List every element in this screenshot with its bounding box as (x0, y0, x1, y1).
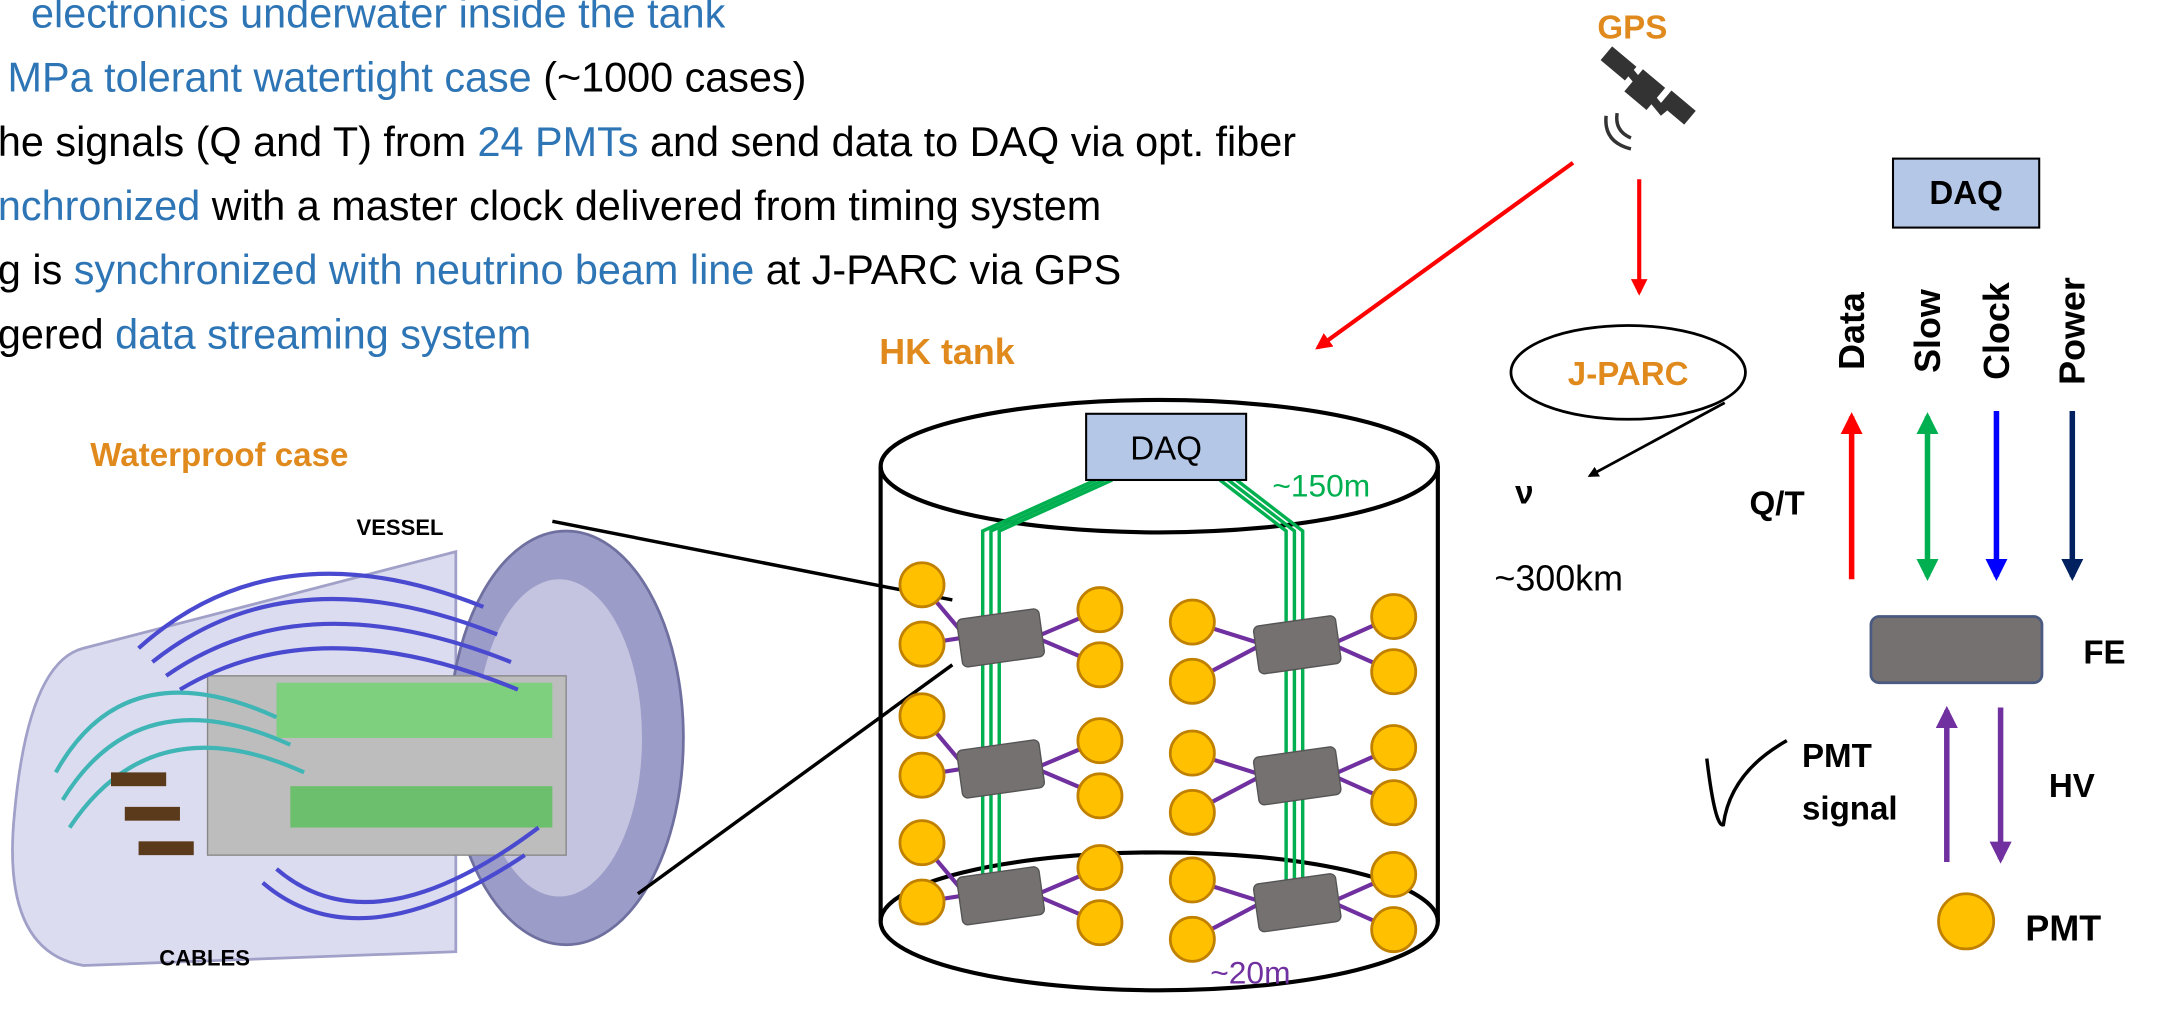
pmt (1370, 593, 1418, 640)
tank-contents (898, 478, 1418, 963)
cables-label: CABLES (159, 945, 250, 970)
bullet-segment: 24 PMTs (478, 119, 639, 165)
zoom-line (636, 663, 954, 896)
qt-label: Q/T (1750, 485, 1805, 522)
bullet-segment: (~1000 cases) (532, 55, 807, 101)
jparc-ellipse (1509, 324, 1747, 421)
pmt (1076, 772, 1124, 820)
pmt (1076, 641, 1124, 689)
pmt (1370, 724, 1418, 772)
signal-label: Data (1832, 291, 1872, 370)
beam-arrow (1587, 401, 1726, 478)
bullet: electronics underwater inside the tank (31, 0, 726, 37)
pmt (898, 751, 946, 799)
signal-label: Clock (1977, 282, 2017, 380)
pmt-label: PMT (2025, 909, 2101, 949)
pmt (1937, 892, 1996, 951)
spacing: ~20m (1210, 954, 1290, 990)
distance: ~300km (1494, 558, 1623, 598)
pmt (898, 561, 946, 609)
pmt (1370, 648, 1418, 696)
daq-box (1891, 157, 2041, 229)
fe (1252, 746, 1342, 806)
pmt (1168, 788, 1216, 836)
gps-label: GPS (1597, 10, 1667, 47)
waveform (1705, 739, 1788, 827)
tank-label: HK tank (879, 332, 1015, 372)
tank-daq (1085, 412, 1248, 482)
hv-label: HV (2049, 768, 2095, 805)
fe (956, 739, 1046, 799)
tank (878, 397, 1440, 993)
bullet: he signals (Q and T) from 24 PMTs and se… (0, 119, 1296, 165)
signal-label: Power (2053, 277, 2093, 385)
case-render (11, 529, 685, 967)
bullet-segment: with a master clock delivered from timin… (200, 183, 1101, 229)
pmt (898, 819, 946, 867)
pmt (1076, 899, 1124, 947)
case-label: Waterproof case (90, 437, 348, 474)
pmt (1168, 598, 1216, 646)
pmt (898, 692, 946, 740)
fe-label: FE (2083, 634, 2125, 671)
bullet-list: electronics underwater inside the tank MP… (0, 0, 1296, 357)
bullet-segment: MPa tolerant watertight case (8, 55, 532, 101)
bullet-segment: and send data to DAQ via opt. fiber (638, 119, 1296, 165)
pmt (1370, 851, 1418, 898)
zoom-line (552, 519, 953, 602)
fiber (997, 478, 1114, 897)
pmt (1076, 586, 1124, 634)
pmt-signal-label: PMT (1802, 738, 1872, 775)
fe (1252, 615, 1342, 675)
pmt (898, 620, 946, 668)
bullet: g is synchronized with neutrino beam lin… (0, 247, 1121, 293)
pmt (1168, 856, 1216, 904)
pmt (1168, 729, 1216, 777)
pmt (898, 878, 946, 926)
bullet: nchronized with a master clock delivered… (0, 183, 1101, 229)
bullet: gered data streaming system (0, 311, 531, 357)
fe-box (1869, 615, 2044, 685)
pmt (1076, 717, 1124, 765)
satellite-icon (1600, 46, 1696, 151)
tank-daq-label: DAQ (1130, 430, 1202, 467)
bullet-segment: electronics underwater inside the tank (31, 0, 726, 37)
bullet-segment: g is (0, 247, 74, 293)
fe (956, 608, 1046, 668)
fiber (989, 478, 1105, 897)
cable-length: ~150m (1272, 468, 1370, 504)
pmt (1370, 906, 1418, 954)
daq-label: DAQ (1929, 175, 2003, 212)
bullet-segment: gered (0, 311, 115, 357)
gps-arrow (1315, 161, 1575, 350)
bullet-segment: nchronized (0, 183, 200, 229)
signal-lines: Data Slow Clock Power (1832, 277, 2093, 581)
pmt (1076, 844, 1124, 892)
bullet-segment: synchronized with neutrino beam line (74, 247, 755, 293)
pmt (1168, 657, 1216, 705)
bullet-segment: data streaming system (115, 311, 531, 357)
fiber (1218, 478, 1288, 904)
pmt (1370, 779, 1418, 827)
bullet: MPa tolerant watertight case (~1000 case… (8, 55, 807, 101)
jparc-label: J-PARC (1568, 356, 1689, 393)
pmt (1168, 915, 1216, 963)
fe (956, 866, 1046, 926)
fe (1252, 873, 1342, 933)
pmt-signal-label: signal (1802, 790, 1898, 827)
vessel-label: VESSEL (357, 515, 444, 540)
signal-label: Slow (1908, 289, 1948, 373)
neutrino: ν (1515, 474, 1533, 511)
bullet-segment: he signals (Q and T) from (0, 119, 478, 165)
bullet-segment: at J-PARC via GPS (754, 247, 1121, 293)
